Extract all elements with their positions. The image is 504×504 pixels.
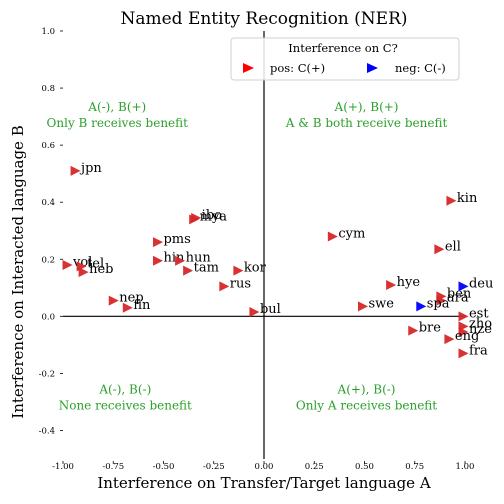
y-tick-label: 0.4 xyxy=(41,198,55,208)
point-label-mya: mya xyxy=(200,209,228,224)
point-label-heb: heb xyxy=(89,262,113,277)
chart-title: Named Entity Recognition (NER) xyxy=(120,9,407,29)
point-label-cym: cym xyxy=(338,226,365,241)
y-tick-label: 0.8 xyxy=(41,84,55,94)
point-marker-tam xyxy=(183,265,194,276)
point-marker-mya xyxy=(189,214,200,225)
y-tick-label: -0.4 xyxy=(39,426,55,436)
point-marker-heb xyxy=(78,267,89,278)
point-marker-nze xyxy=(458,327,469,338)
point-label-tel: tel xyxy=(87,256,104,271)
point-marker-fra xyxy=(458,348,469,359)
point-marker-fin xyxy=(122,302,133,313)
quadrant-labels: A(-), B(+) Only B receives benefit A(+), B… xyxy=(47,100,448,412)
tick-labels: -1.00 -0.75 -0.50 -0.25 0.00 0.25 0.50 0.75 1.00… xyxy=(39,27,475,472)
y-tick-label: 0.0 xyxy=(41,312,55,322)
y-tick-label: 0.2 xyxy=(41,255,55,265)
y-tick-label: 0.6 xyxy=(41,141,55,151)
point-label-hye: hye xyxy=(397,275,421,290)
axes xyxy=(63,31,465,459)
point-label-spa: spa xyxy=(427,296,450,311)
point-marker-kin xyxy=(446,195,457,206)
point-label-bul: bul xyxy=(260,302,281,317)
y-axis-title: Interference on Interacted language B xyxy=(9,125,27,418)
y-tick-label: 1.0 xyxy=(41,27,55,37)
point-label-ibo: ibo xyxy=(202,208,222,223)
point-label-kin: kin xyxy=(457,191,478,206)
point-label-jpn: jpn xyxy=(79,161,102,176)
quadrant-label-line1: A(-), B(-) xyxy=(98,382,151,396)
x-axis-title: Interference on Transfer/Target language… xyxy=(97,474,431,492)
x-tick-label: 0.25 xyxy=(305,462,324,472)
point-label-ell: ell xyxy=(445,239,461,254)
point-marker-nep xyxy=(108,295,119,306)
point-marker-pms xyxy=(152,237,163,248)
x-tick-label: -0.75 xyxy=(102,462,124,472)
y-tick-label: -0.2 xyxy=(39,369,55,379)
point-label-fra: fra xyxy=(469,343,488,358)
legend-title: Interference on C? xyxy=(288,41,398,55)
point-label-deu: deu xyxy=(469,276,493,291)
legend-pos-marker xyxy=(243,63,254,73)
point-label-rus: rus xyxy=(230,276,251,291)
point-label-fin: fin xyxy=(133,298,151,313)
quadrant-label-line1: A(+), B(-) xyxy=(337,382,396,396)
quadrant-label-line2: Only A receives benefit xyxy=(296,398,437,412)
point-label-ara: ara xyxy=(447,291,469,306)
point-marker-est xyxy=(458,311,469,322)
x-tick-label: 0.75 xyxy=(405,462,424,472)
x-tick-label: 0.00 xyxy=(255,462,274,472)
point-marker-hin xyxy=(152,255,163,266)
point-label-kor: kor xyxy=(244,261,267,276)
point-marker-deu xyxy=(458,281,469,292)
point-label-hin: hin xyxy=(163,251,185,266)
point-label-nep: nep xyxy=(119,291,143,306)
quadrant-label-line1: A(-), B(+) xyxy=(87,100,146,114)
x-tick-label: 1.00 xyxy=(456,462,475,472)
x-tick-label: 0.50 xyxy=(355,462,374,472)
x-tick-label: -0.25 xyxy=(203,462,225,472)
legend-frame xyxy=(230,37,460,81)
point-marker-rus xyxy=(219,281,230,292)
point-marker-jpn xyxy=(70,165,81,176)
point-marker-bul xyxy=(249,307,260,318)
legend-neg-marker xyxy=(367,63,378,73)
point-label-tam: tam xyxy=(194,261,219,276)
legend-neg-label: neg: C(-) xyxy=(395,61,446,75)
point-marker-bre xyxy=(408,325,419,336)
legend: Interference on C? pos: C(+) neg: C(-) xyxy=(230,37,460,81)
point-label-bre: bre xyxy=(419,321,442,336)
point-label-zho: zho xyxy=(469,316,492,331)
legend-pos-label: pos: C(+) xyxy=(270,61,325,75)
quadrant-label-line2: None receives benefit xyxy=(59,398,192,412)
point-marker-hun xyxy=(175,255,186,266)
point-label-nze: nze xyxy=(469,322,492,337)
quadrant-label-line2: A & B both receive benefit xyxy=(285,116,448,130)
point-label-est: est xyxy=(469,306,489,321)
point-label-hun: hun xyxy=(186,251,212,266)
point-marker-hye xyxy=(386,279,397,290)
quadrant-label-line1: A(+), B(+) xyxy=(334,100,399,114)
point-marker-cym xyxy=(327,231,338,242)
point-marker-vol xyxy=(62,259,73,270)
point-marker-kor xyxy=(233,265,244,276)
quadrant-label-line2: Only B receives benefit xyxy=(47,116,189,130)
point-label-pms: pms xyxy=(163,232,190,247)
point-marker-spa xyxy=(416,301,427,312)
x-tick-label: -0.50 xyxy=(153,462,175,472)
point-label-swe: swe xyxy=(368,296,394,311)
point-marker-ell xyxy=(434,244,445,255)
point-label-ben: ben xyxy=(447,286,472,301)
x-tick-label: -1.00 xyxy=(52,462,74,472)
point-marker-eng xyxy=(444,334,455,345)
point-marker-swe xyxy=(357,301,368,312)
point-label-eng: eng xyxy=(455,329,479,344)
point-marker-ara xyxy=(436,295,447,306)
